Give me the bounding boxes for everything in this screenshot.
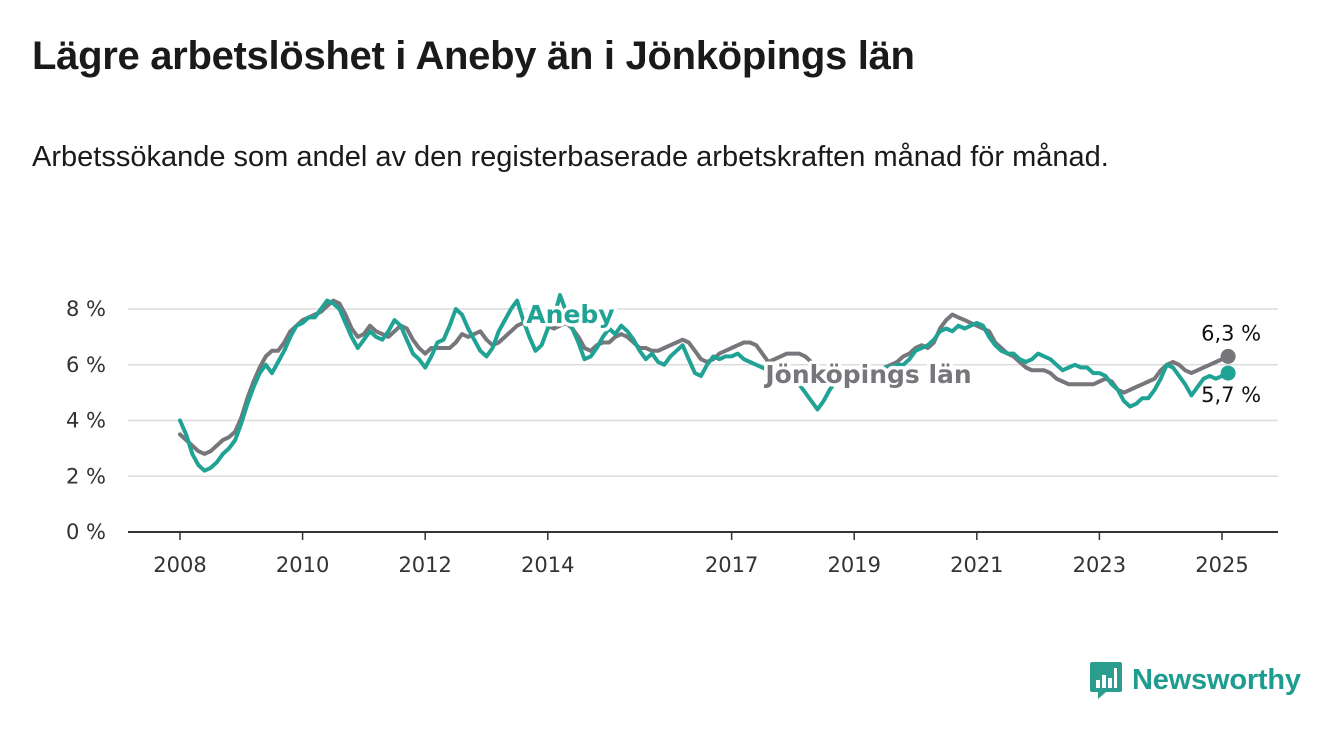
y-tick-label: 6 % bbox=[66, 353, 106, 377]
bar-chart-speech-bubble-icon bbox=[1090, 662, 1122, 699]
y-axis-ticks: 0 % 2 % 4 % 6 % 8 % bbox=[66, 297, 106, 544]
end-value-label: 5,7 % bbox=[1201, 383, 1261, 407]
y-tick-label: 4 % bbox=[66, 409, 106, 433]
series-endpoint-dot bbox=[1220, 348, 1236, 364]
x-tick-label: 2021 bbox=[950, 553, 1003, 577]
gridlines bbox=[128, 308, 1278, 533]
y-tick-label: 8 % bbox=[66, 297, 106, 321]
x-tick-label: 2008 bbox=[153, 553, 206, 577]
series-name-label: Jönköpings län bbox=[763, 360, 971, 389]
series-labels: 6,3 % 5,7 % Aneby Jönköpings län bbox=[523, 297, 1261, 408]
series-name-label: Aneby bbox=[526, 300, 614, 329]
series-line-aneby bbox=[178, 293, 1231, 473]
x-axis-ticks: 2008 2010 2012 2014 2017 2019 2021 2023 2025 bbox=[153, 532, 1249, 577]
series-endpoint-dot bbox=[1220, 365, 1236, 381]
newsworthy-logo: Newsworthy bbox=[1088, 660, 1301, 700]
chart-subtitle: Arbetssökande som andel av den registerb… bbox=[32, 141, 1109, 173]
x-tick-label: 2023 bbox=[1073, 553, 1126, 577]
x-tick-label: 2014 bbox=[521, 553, 574, 577]
x-tick-label: 2025 bbox=[1195, 553, 1248, 577]
x-tick-label: 2017 bbox=[705, 553, 758, 577]
brand-name: Newsworthy bbox=[1132, 663, 1301, 696]
x-tick-label: 2010 bbox=[276, 553, 329, 577]
end-value-label: 6,3 % bbox=[1201, 321, 1261, 345]
y-tick-label: 2 % bbox=[66, 464, 106, 488]
chart-title: Lägre arbetslöshet i Aneby än i Jönköpin… bbox=[32, 34, 915, 78]
series-lines bbox=[178, 293, 1236, 473]
series-line-jonkopings-lan bbox=[178, 298, 1231, 456]
x-tick-label: 2019 bbox=[828, 553, 881, 577]
y-tick-label: 0 % bbox=[66, 520, 106, 544]
x-tick-label: 2012 bbox=[398, 553, 451, 577]
